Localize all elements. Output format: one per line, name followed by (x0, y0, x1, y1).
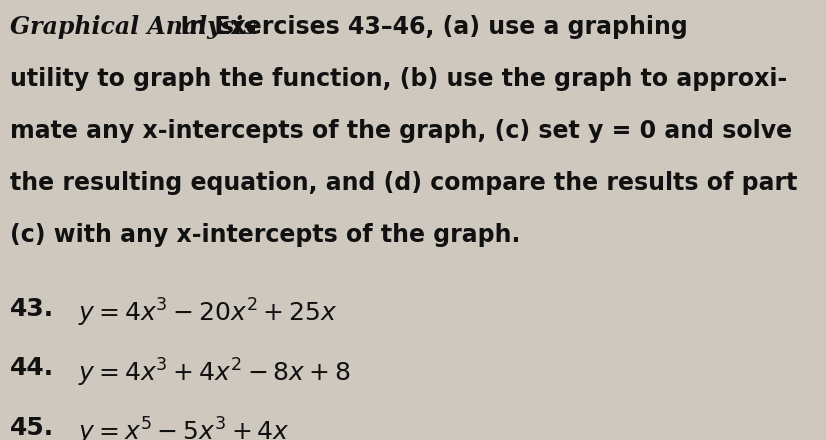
Text: $y = 4x^3 + 4x^2 - 8x + 8$: $y = 4x^3 + 4x^2 - 8x + 8$ (78, 356, 351, 389)
Text: 44.: 44. (10, 356, 54, 381)
Text: 45.: 45. (10, 416, 54, 440)
Text: the resulting equation, and (d) compare the results of part: the resulting equation, and (d) compare … (10, 171, 797, 195)
Text: Graphical Analysis: Graphical Analysis (10, 15, 256, 40)
Text: utility to graph the function, (b) use the graph to approxi-: utility to graph the function, (b) use t… (10, 67, 787, 92)
Text: $y = 4x^3 - 20x^2 + 25x$: $y = 4x^3 - 20x^2 + 25x$ (78, 297, 338, 329)
Text: mate any x-intercepts of the graph, (c) set y = 0 and solve: mate any x-intercepts of the graph, (c) … (10, 119, 792, 143)
Text: 43.: 43. (10, 297, 54, 321)
Text: (c) with any x-intercepts of the graph.: (c) with any x-intercepts of the graph. (10, 223, 520, 247)
Text: In Exercises 43–46, (a) use a graphing: In Exercises 43–46, (a) use a graphing (164, 15, 687, 40)
Text: $y = x^5 - 5x^3 + 4x$: $y = x^5 - 5x^3 + 4x$ (78, 416, 290, 440)
